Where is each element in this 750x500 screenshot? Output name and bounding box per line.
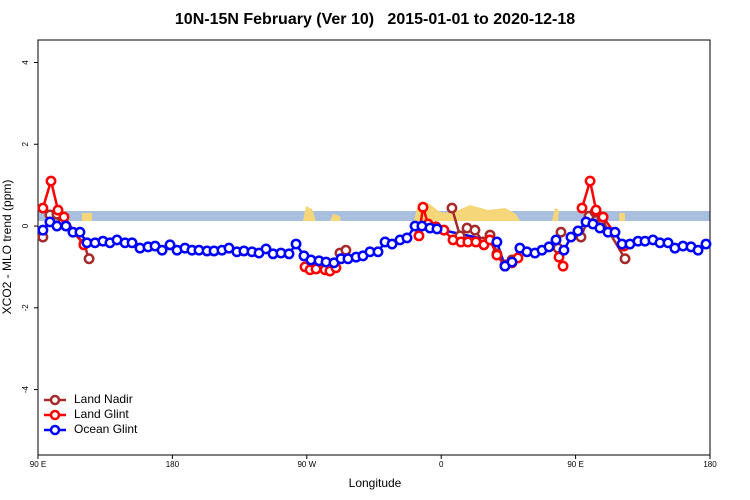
data-point [260,243,272,255]
legend-marker [49,394,61,406]
data-point [619,253,631,265]
data-point [576,202,588,214]
data-point [597,211,609,223]
data-point [469,224,481,236]
data-point [446,202,458,214]
y-tick-label: -4 [21,385,30,393]
data-point [413,230,425,242]
land-patch [552,208,559,221]
data-point [565,231,577,243]
x-tick-label: 0 [439,460,444,469]
data-point [417,201,429,213]
data-point [126,237,138,249]
land-patch [414,203,520,221]
data-point [290,238,302,250]
data-point [386,238,398,250]
legend-marker [49,424,61,436]
data-point [572,225,584,237]
data-point [83,253,95,265]
data-point [491,236,503,248]
legend-label: Land Nadir [74,392,133,406]
data-point [700,238,712,250]
data-point [662,237,674,249]
data-point [543,241,555,253]
y-tick-label: 0 [21,223,30,228]
land-patch [330,214,341,221]
data-point [590,204,602,216]
data-point [37,202,49,214]
y-tick-label: 4 [21,60,30,65]
data-point [164,239,176,251]
x-tick-label: 90 E [30,460,46,469]
data-point [372,246,384,258]
x-axis-label: Longitude [349,476,402,490]
x-tick-label: 90 E [567,460,583,469]
data-point [45,175,57,187]
y-tick-label: -2 [21,304,30,312]
legend-label: Ocean Glint [74,422,138,436]
data-point [156,244,168,256]
data-point [52,204,64,216]
ocean-band [38,211,710,221]
map-strip [38,203,710,221]
land-patch [82,213,92,221]
data-point [609,226,621,238]
land-patch [303,206,316,221]
data-point [51,220,63,232]
data-point [431,223,443,235]
data-point [553,251,565,263]
x-tick-label: 180 [166,460,180,469]
data-point [283,248,295,260]
data-point [340,244,352,256]
data-point [584,175,596,187]
data-point [491,249,503,261]
x-tick-label: 90 W [297,460,316,469]
data-point [74,226,86,238]
data-point [58,211,70,223]
data-point [557,260,569,272]
x-tick-label: 180 [703,460,717,469]
land-patch [619,213,625,221]
y-tick-label: 2 [21,141,30,146]
data-point [558,244,570,256]
data-point [60,220,72,232]
legend-marker [49,409,61,421]
y-axis-label: XCO2 - MLO trend (ppm) [0,180,14,315]
chart-title: 10N-15N February (Ver 10) 2015-01-01 to … [175,11,575,28]
data-point [550,234,562,246]
data-point [594,222,606,234]
data-point [37,224,49,236]
data-point [555,226,567,238]
data-point [692,244,704,256]
data-point [506,256,518,268]
legend-label: Land Glint [74,407,129,421]
data-point [401,232,413,244]
